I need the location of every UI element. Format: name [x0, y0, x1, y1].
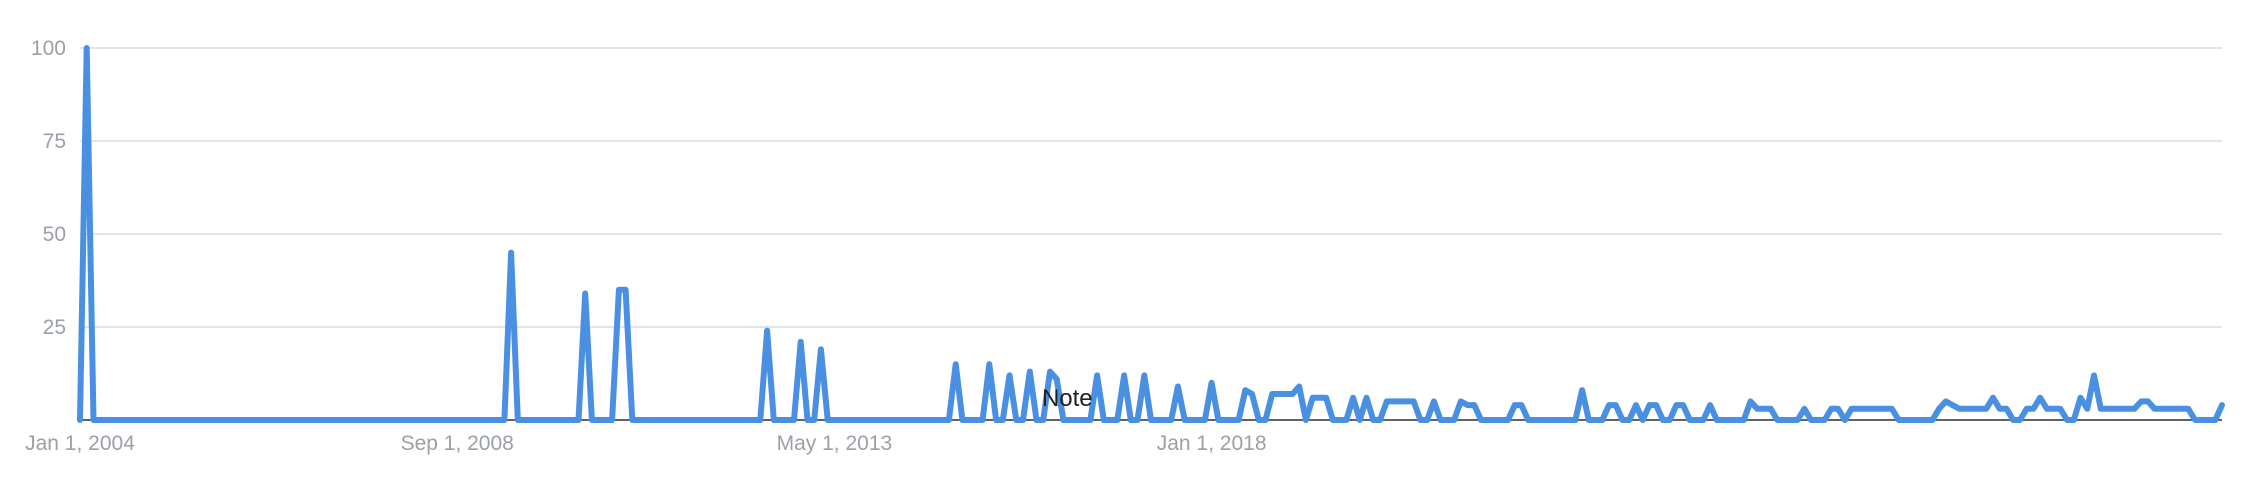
series-line[interactable]: [77, 45, 2225, 423]
x-tick-label: Jan 1, 2004: [25, 432, 135, 455]
x-tick-label: Sep 1, 2008: [401, 432, 514, 455]
x-axis-tick-labels: Jan 1, 2004 Sep 1, 2008 May 1, 2013 Jan 1, …: [25, 432, 1266, 455]
x-tick-label: Jan 1, 2018: [1157, 432, 1267, 455]
y-tick-label: 25: [43, 316, 66, 339]
y-tick-label: 75: [43, 130, 66, 153]
y-tick-label: 50: [43, 223, 66, 246]
x-tick-label: May 1, 2013: [777, 432, 893, 455]
y-tick-label: 100: [31, 37, 66, 60]
gridlines: [80, 47, 2222, 328]
note-annotation[interactable]: Note: [1042, 385, 1093, 412]
y-axis-tick-labels: 25 50 75 100: [31, 37, 66, 339]
